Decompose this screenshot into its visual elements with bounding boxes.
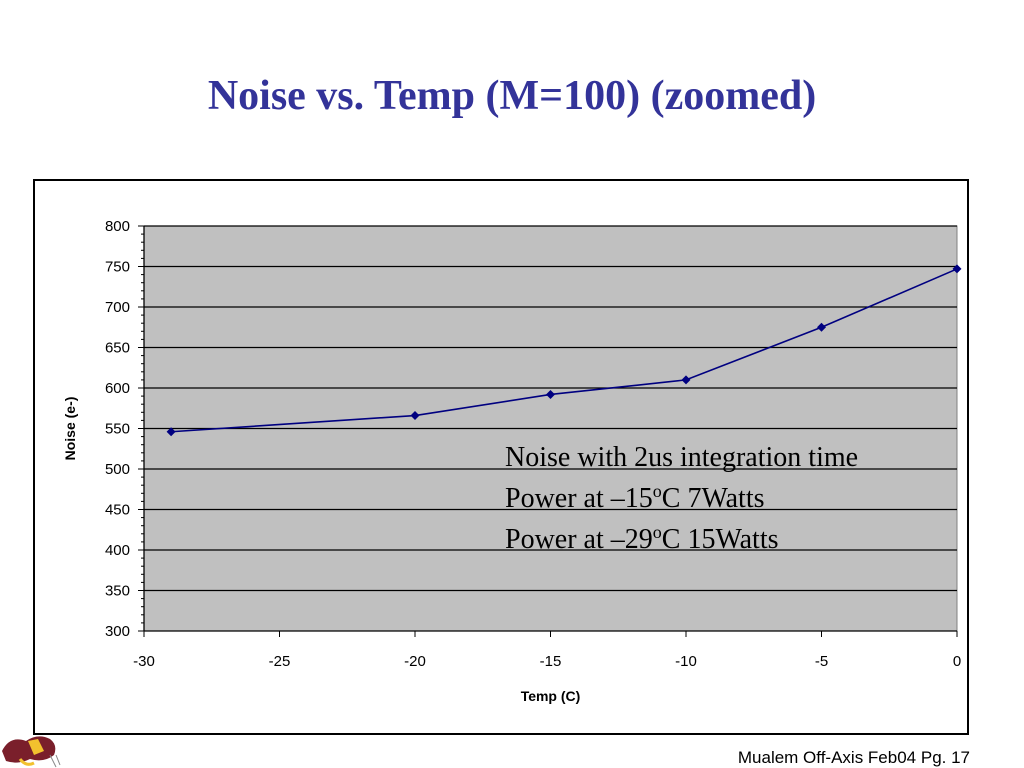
y-tick-label: 550 [105,421,130,438]
x-tick-label: -15 [540,653,562,670]
slide-footer: Mualem Off-Axis Feb04 Pg. 17 [737,748,970,767]
line-chart: -30 -25 -20 -15 -10 -5 0 300 350 400 450 500 550 600… [62,218,962,704]
slide-title: Noise vs. Temp (M=100) (zoomed) [207,73,817,119]
y-tick-label: 400 [105,542,130,559]
y-tick-label: 300 [105,623,130,640]
x-tick-label: 0 [953,653,961,670]
y-tick-label: 800 [105,218,130,235]
data-point [166,427,176,437]
gridlines [144,225,957,592]
y-tick-label: 500 [105,461,130,478]
data-point [410,411,420,421]
x-tick-label: -5 [815,653,828,670]
x-tick-label: -10 [675,653,697,670]
degree-sup: o [652,481,662,501]
x-tick-label: -20 [404,653,426,670]
data-point [546,389,555,399]
annotation-line-2: Power at –15oC 7Watts [505,478,858,519]
data-point [681,375,691,385]
annotation-line-3: Power at –29oC 15Watts [505,519,858,560]
data-point [952,264,962,274]
y-tick-label: 600 [105,380,130,397]
series-line [171,268,958,433]
annotation-line-1: Noise with 2us integration time [505,442,859,473]
x-tick-label: -25 [269,653,291,670]
x-axis-ticks: -30 -25 -20 -15 -10 -5 0 [133,631,961,670]
series [166,264,962,437]
y-tick-label: 450 [105,502,130,519]
y-axis-ticks: 300 350 400 450 500 550 600 650 700 750 800 [105,218,144,640]
gopher-logo [2,736,61,768]
x-axis-title: Temp (C) [521,688,581,704]
degree-sup: o [652,522,662,542]
y-tick-label: 700 [105,299,130,316]
annotation-line-3-text: Power at –29 [505,524,653,555]
y-axis-title: Noise (e-) [62,397,78,461]
annotation-line-2-text: Power at –15 [505,483,653,514]
x-tick-label: -30 [133,653,155,670]
annotation-line-2-unit: C 7Watts [661,483,765,514]
y-tick-label: 350 [105,583,130,600]
data-point [817,322,826,332]
chart-annotation: Noise with 2us integration time Power at… [505,437,858,560]
chart-frame: -30 -25 -20 -15 -10 -5 0 300 350 400 450 500 550 600… [33,179,969,735]
annotation-line-3-unit: C 15Watts [661,524,779,555]
y-tick-label: 750 [105,259,130,276]
y-tick-label: 650 [105,340,130,357]
